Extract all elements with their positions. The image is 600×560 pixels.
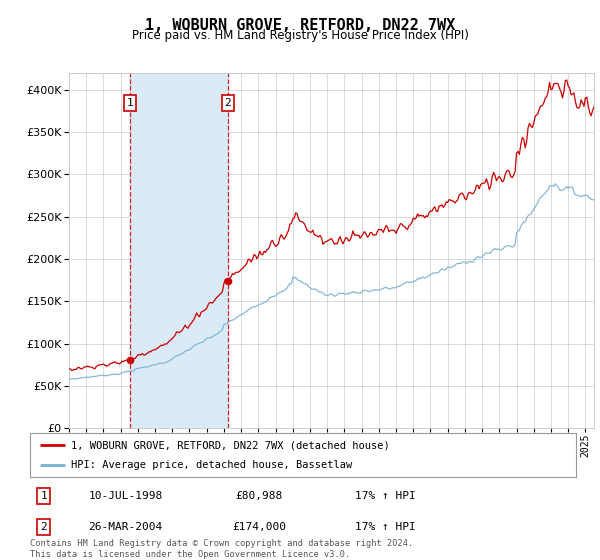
Text: 2: 2 — [224, 98, 231, 108]
Text: 17% ↑ HPI: 17% ↑ HPI — [355, 491, 415, 501]
Text: 1: 1 — [127, 98, 133, 108]
Text: 1, WOBURN GROVE, RETFORD, DN22 7WX (detached house): 1, WOBURN GROVE, RETFORD, DN22 7WX (deta… — [71, 440, 390, 450]
Text: £174,000: £174,000 — [232, 522, 286, 532]
Text: Contains HM Land Registry data © Crown copyright and database right 2024.
This d: Contains HM Land Registry data © Crown c… — [30, 539, 413, 559]
Text: HPI: Average price, detached house, Bassetlaw: HPI: Average price, detached house, Bass… — [71, 460, 352, 470]
Text: 2: 2 — [40, 522, 47, 532]
Text: Price paid vs. HM Land Registry's House Price Index (HPI): Price paid vs. HM Land Registry's House … — [131, 29, 469, 42]
Text: 10-JUL-1998: 10-JUL-1998 — [88, 491, 163, 501]
Text: 1, WOBURN GROVE, RETFORD, DN22 7WX: 1, WOBURN GROVE, RETFORD, DN22 7WX — [145, 18, 455, 33]
Text: 17% ↑ HPI: 17% ↑ HPI — [355, 522, 415, 532]
Text: 26-MAR-2004: 26-MAR-2004 — [88, 522, 163, 532]
Text: 1: 1 — [40, 491, 47, 501]
Bar — [130, 73, 228, 428]
Text: £80,988: £80,988 — [236, 491, 283, 501]
